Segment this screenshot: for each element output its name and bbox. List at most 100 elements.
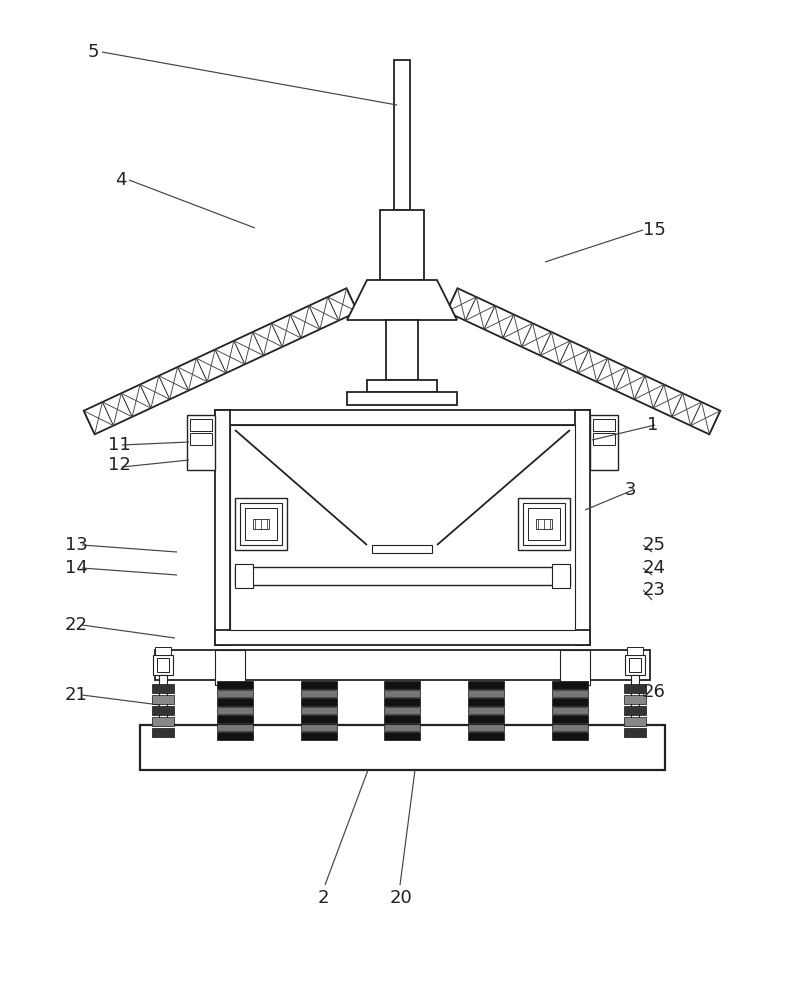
Bar: [623, 695, 645, 704]
Bar: [623, 728, 645, 737]
Bar: [155, 647, 171, 655]
Bar: [384, 690, 420, 697]
Bar: [140, 725, 664, 770]
Bar: [300, 707, 336, 714]
Bar: [152, 717, 173, 726]
Bar: [467, 698, 503, 706]
Bar: [593, 419, 614, 431]
Text: 1: 1: [646, 416, 658, 434]
Bar: [234, 564, 253, 588]
Bar: [624, 655, 644, 675]
Bar: [300, 732, 336, 740]
Bar: [517, 498, 569, 550]
Bar: [217, 698, 253, 706]
Bar: [630, 675, 638, 740]
Bar: [380, 210, 423, 280]
Bar: [552, 698, 587, 706]
Polygon shape: [446, 288, 719, 434]
Text: 25: 25: [642, 536, 665, 554]
Bar: [552, 707, 587, 714]
Bar: [300, 724, 336, 731]
Text: 21: 21: [65, 686, 88, 704]
Bar: [384, 707, 420, 714]
Bar: [626, 647, 642, 655]
Bar: [522, 503, 565, 545]
Bar: [552, 564, 569, 588]
Bar: [245, 508, 277, 540]
Bar: [393, 60, 410, 210]
Bar: [628, 658, 640, 672]
Bar: [300, 698, 336, 706]
Text: 3: 3: [624, 481, 636, 499]
Bar: [467, 715, 503, 723]
Bar: [623, 684, 645, 693]
Bar: [217, 715, 253, 723]
Text: 20: 20: [389, 889, 412, 907]
Bar: [467, 732, 503, 740]
Bar: [152, 728, 173, 737]
Text: 13: 13: [65, 536, 88, 554]
Bar: [152, 695, 173, 704]
Bar: [619, 738, 649, 745]
Bar: [217, 724, 253, 731]
Bar: [300, 690, 336, 697]
Bar: [152, 706, 173, 715]
Bar: [385, 320, 418, 380]
Bar: [217, 690, 253, 697]
Bar: [552, 724, 587, 731]
Bar: [190, 433, 212, 445]
Bar: [589, 415, 618, 470]
Text: 23: 23: [642, 581, 665, 599]
Bar: [593, 433, 614, 445]
Bar: [347, 392, 456, 405]
Bar: [148, 738, 177, 745]
Bar: [574, 410, 589, 645]
Bar: [217, 707, 253, 714]
Text: 26: 26: [642, 683, 665, 701]
Bar: [234, 567, 569, 585]
Text: 22: 22: [65, 616, 88, 634]
Text: 4: 4: [115, 171, 126, 189]
Bar: [623, 706, 645, 715]
Bar: [300, 715, 336, 723]
Bar: [528, 508, 560, 540]
Bar: [552, 681, 587, 689]
Polygon shape: [347, 280, 456, 320]
Bar: [230, 425, 574, 630]
Text: 12: 12: [108, 456, 131, 474]
Bar: [467, 724, 503, 731]
Text: 14: 14: [65, 559, 88, 577]
Bar: [217, 681, 253, 689]
Bar: [536, 519, 552, 529]
Bar: [253, 519, 269, 529]
Bar: [366, 380, 437, 392]
Bar: [384, 724, 420, 731]
Bar: [467, 690, 503, 697]
Bar: [384, 698, 420, 706]
Bar: [384, 715, 420, 723]
Bar: [384, 681, 420, 689]
Bar: [372, 545, 431, 553]
Text: 11: 11: [108, 436, 131, 454]
Polygon shape: [84, 288, 357, 434]
Bar: [300, 681, 336, 689]
Text: 5: 5: [88, 43, 100, 61]
Bar: [217, 732, 253, 740]
Bar: [234, 498, 287, 550]
Bar: [467, 707, 503, 714]
Bar: [384, 732, 420, 740]
Bar: [214, 410, 230, 645]
Bar: [214, 630, 589, 645]
Bar: [240, 503, 282, 545]
Bar: [187, 415, 214, 470]
Bar: [155, 650, 649, 680]
Text: 15: 15: [642, 221, 665, 239]
Bar: [153, 655, 173, 675]
Bar: [467, 681, 503, 689]
Bar: [159, 675, 167, 740]
Bar: [623, 717, 645, 726]
Bar: [552, 715, 587, 723]
Bar: [560, 650, 589, 685]
Bar: [214, 410, 589, 425]
Text: 24: 24: [642, 559, 665, 577]
